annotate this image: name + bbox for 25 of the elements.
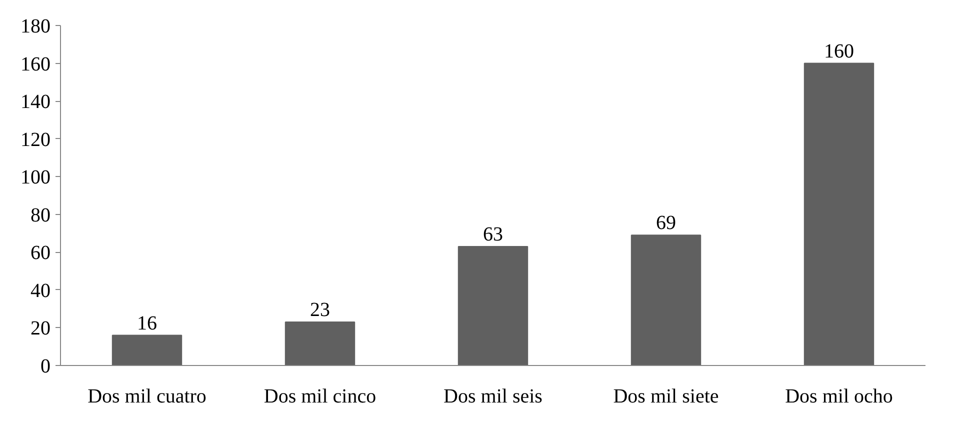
data-label: 69 — [656, 212, 676, 234]
data-label: 23 — [310, 299, 330, 322]
y-tick-label: 60 — [30, 242, 50, 264]
data-label: 16 — [137, 312, 157, 334]
y-tick-label: 40 — [30, 280, 50, 302]
y-tick-label: 100 — [20, 166, 50, 189]
bar — [112, 334, 182, 366]
x-tick-label: Dos mil cuatro — [88, 386, 206, 408]
x-tick-label: Dos mil siete — [613, 386, 719, 408]
data-label: 160 — [824, 40, 854, 62]
y-tick-label: 80 — [30, 204, 50, 226]
y-tick-label: 140 — [20, 91, 50, 114]
data-label: 63 — [483, 224, 503, 246]
y-tick-label: 160 — [20, 53, 50, 76]
bar — [804, 62, 874, 366]
x-tick-label: Dos mil ocho — [785, 386, 893, 408]
bar — [284, 322, 356, 366]
bar — [458, 246, 528, 366]
y-tick-label: 20 — [30, 318, 50, 340]
y-tick-label: 120 — [20, 128, 50, 151]
bar — [630, 234, 702, 366]
x-tick-label: Dos mil cinco — [264, 386, 376, 408]
y-tick-label: 0 — [40, 356, 50, 378]
x-tick-label: Dos mil seis — [444, 386, 543, 408]
y-tick-label: 180 — [20, 16, 50, 38]
